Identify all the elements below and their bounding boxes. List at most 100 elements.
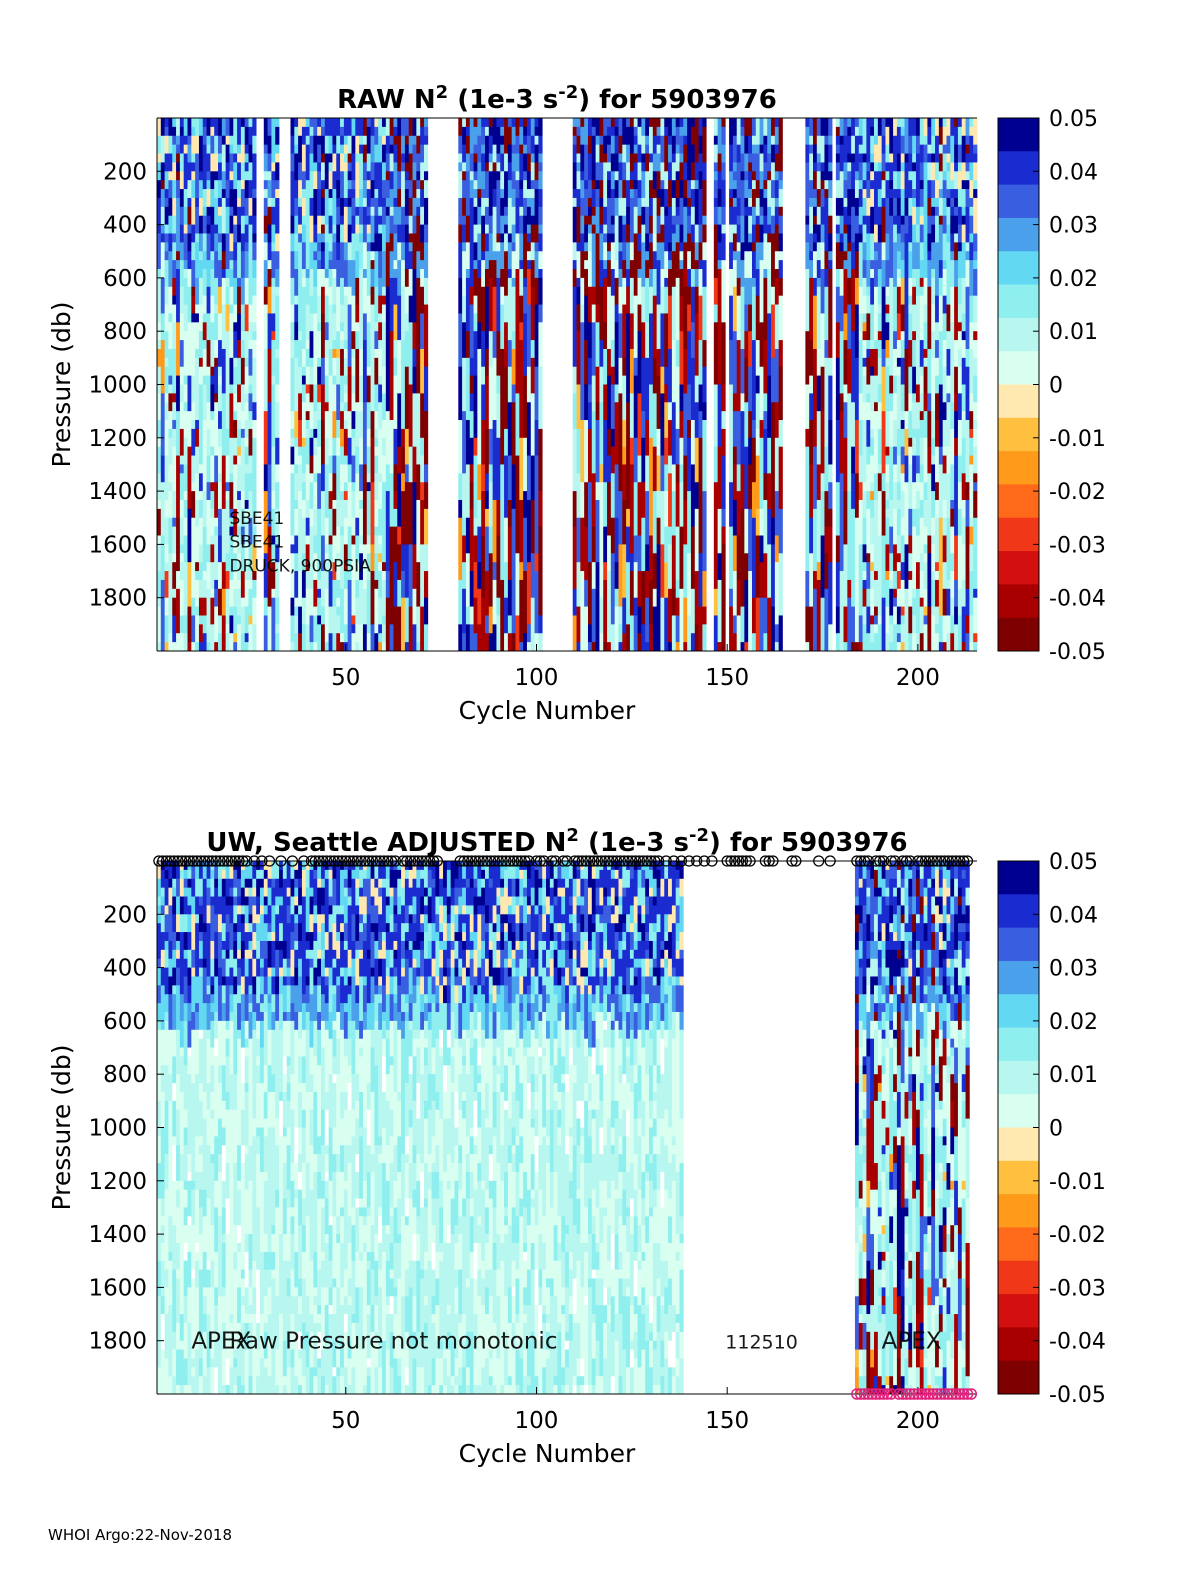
heatmap-cell — [340, 535, 345, 563]
heatmap-cell — [675, 642, 680, 652]
heatmap-cell — [622, 260, 627, 279]
heatmap-cell — [240, 411, 246, 430]
heatmap-cell — [397, 473, 402, 527]
heatmap-cell — [763, 189, 768, 199]
heatmap-cell — [843, 340, 848, 385]
heatmap-cell — [294, 180, 299, 199]
heatmap-cell — [633, 597, 638, 616]
heatmap-cell — [835, 420, 841, 483]
heatmap-cell — [465, 420, 471, 465]
heatmap-cell — [889, 473, 894, 501]
heatmap-cell — [778, 206, 783, 217]
heatmap-cell — [324, 642, 329, 652]
heatmap-cell — [698, 189, 703, 208]
heatmap-cell — [584, 269, 589, 297]
heatmap-cell — [317, 579, 322, 590]
heatmap-cell — [774, 206, 780, 217]
heatmap-cell — [305, 535, 310, 545]
heatmap-cell — [317, 322, 322, 332]
heatmap-cell — [519, 295, 524, 323]
heatmap-cell — [313, 357, 318, 368]
heatmap-cell — [900, 304, 905, 332]
title-main: RAW N — [337, 85, 435, 115]
heatmap-cell — [366, 446, 371, 474]
heatmap-cell — [401, 402, 406, 430]
heatmap-cell — [763, 215, 768, 234]
heatmap-cell — [382, 251, 387, 261]
heatmap-cell — [809, 517, 814, 554]
heatmap-cell — [179, 499, 185, 519]
heatmap-cell — [813, 135, 818, 145]
heatmap-cell — [721, 189, 726, 208]
heatmap-cell — [610, 135, 616, 154]
heatmap-cell — [603, 322, 608, 350]
heatmap-cell — [397, 393, 402, 448]
heatmap-cell — [656, 491, 661, 519]
heatmap-cell — [385, 118, 390, 137]
heatmap-cell — [214, 517, 219, 527]
heatmap-cell — [157, 878, 162, 897]
heatmap-cell — [195, 251, 200, 279]
heatmap-cell — [805, 331, 810, 385]
heatmap-cell — [477, 277, 482, 323]
heatmap-cell — [923, 118, 928, 137]
heatmap-cell — [954, 260, 959, 288]
heatmap-cell — [198, 331, 204, 359]
heatmap-cell — [347, 411, 352, 439]
heatmap-cell — [389, 118, 394, 137]
heatmap-cell — [957, 482, 963, 510]
heatmap-cell — [157, 1020, 162, 1031]
heatmap-cell — [839, 224, 844, 234]
heatmap-cell — [351, 215, 356, 234]
heatmap-cell — [763, 393, 768, 412]
heatmap-cell — [481, 286, 486, 332]
heatmap-cell — [961, 118, 966, 137]
heatmap-cell — [950, 162, 955, 181]
heatmap-cell — [870, 633, 875, 643]
heatmap-cell — [382, 144, 387, 163]
heatmap-cell — [935, 446, 940, 474]
heatmap-cell — [340, 402, 345, 412]
heatmap-cell — [576, 331, 581, 385]
heatmap-cell — [591, 322, 596, 350]
heatmap-cell — [732, 206, 738, 225]
heatmap-cell — [164, 562, 169, 572]
heatmap-cell — [263, 144, 268, 154]
heatmap-cell — [870, 446, 875, 456]
heatmap-cell — [515, 171, 520, 181]
heatmap-cell — [813, 118, 818, 137]
heatmap-cell — [889, 162, 894, 181]
heatmap-cell — [252, 455, 257, 483]
heatmap-cell — [881, 491, 886, 536]
heatmap-cell — [675, 144, 680, 154]
heatmap-cell — [347, 153, 352, 163]
heatmap-cell — [732, 260, 738, 288]
heatmap-cell — [584, 482, 589, 527]
heatmap-cell — [477, 411, 482, 465]
heatmap-cell — [469, 215, 474, 234]
heatmap-cell — [336, 597, 341, 607]
heatmap-cell — [244, 499, 249, 510]
heatmap-cell — [679, 384, 684, 412]
heatmap-cell — [488, 233, 493, 261]
heatmap-cell — [774, 251, 780, 270]
heatmap-cell — [366, 215, 371, 225]
heatmap-cell — [378, 340, 383, 350]
heatmap-cell — [393, 242, 398, 261]
heatmap-cell — [168, 1198, 173, 1217]
heatmap-cell — [229, 144, 234, 154]
heatmap-cell — [843, 544, 848, 607]
heatmap-cell — [229, 206, 234, 217]
heatmap-cell — [412, 215, 417, 234]
heatmap-cell — [423, 162, 429, 172]
heatmap-cell — [629, 180, 635, 190]
heatmap-cell — [423, 180, 429, 199]
heatmap-cell — [187, 144, 192, 163]
heatmap-cell — [214, 526, 219, 536]
heatmap-cell — [721, 260, 726, 270]
heatmap-cell — [492, 118, 497, 128]
heatmap-cell — [851, 473, 856, 510]
heatmap-cell — [198, 579, 204, 599]
heatmap-cell — [237, 624, 242, 652]
heatmap-cell — [343, 402, 349, 412]
